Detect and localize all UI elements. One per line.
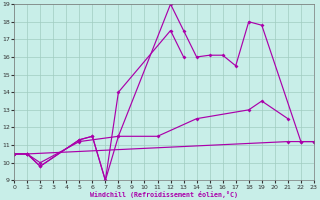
X-axis label: Windchill (Refroidissement éolien,°C): Windchill (Refroidissement éolien,°C) <box>90 191 238 198</box>
